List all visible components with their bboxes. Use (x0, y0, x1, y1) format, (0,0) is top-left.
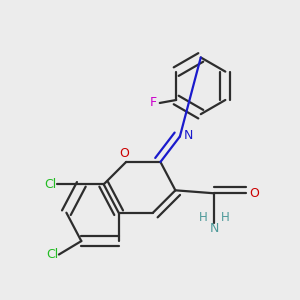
Text: Cl: Cl (45, 178, 57, 191)
Text: F: F (150, 97, 158, 110)
Text: O: O (120, 147, 130, 160)
Text: H: H (199, 211, 207, 224)
Text: O: O (249, 187, 259, 200)
Text: N: N (184, 130, 193, 142)
Text: N: N (209, 222, 219, 235)
Text: Cl: Cl (46, 248, 59, 261)
Text: H: H (221, 211, 230, 224)
